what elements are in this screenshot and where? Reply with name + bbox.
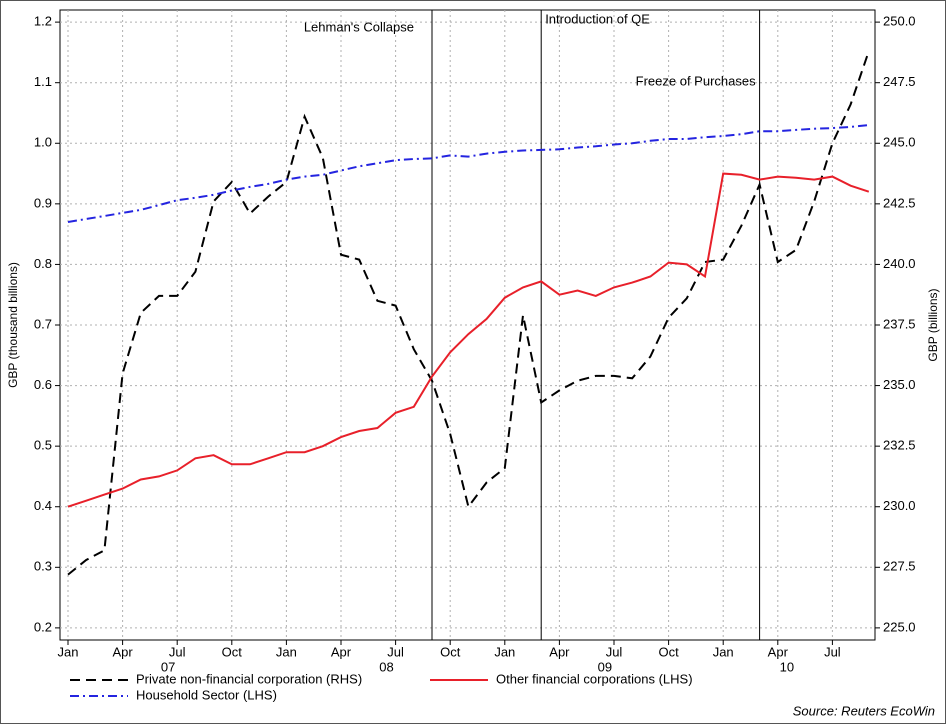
series-line	[67, 172, 870, 508]
y-tick-label: 0.4	[34, 498, 52, 513]
x-tick-label: Jan	[713, 644, 734, 659]
y-tick-label: 0.6	[34, 377, 52, 392]
y-tick-label: 0.9	[34, 195, 52, 210]
year-label: 09	[598, 659, 612, 674]
y2-tick-label: 232.5	[883, 438, 916, 453]
y2-tick-label: 227.5	[883, 559, 916, 574]
y-tick-label: 1.0	[34, 135, 52, 150]
legend-label: Household Sector (LHS)	[136, 687, 277, 702]
source: Source: Reuters EcoWin	[793, 703, 935, 718]
y-tick-label: 0.7	[34, 316, 52, 331]
x-tick-label: Apr	[768, 644, 789, 659]
x-tick-label: Oct	[440, 644, 461, 659]
x-tick-label: Apr	[549, 644, 570, 659]
x-tick-label: Jan	[494, 644, 515, 659]
y2-tick-label: 242.5	[883, 195, 916, 210]
y-tick-label: 1.2	[34, 14, 52, 29]
year-label: 08	[379, 659, 393, 674]
y2-tick-label: 225.0	[883, 619, 916, 634]
y-tick-label: 0.5	[34, 438, 52, 453]
x-tick-label: Apr	[331, 644, 352, 659]
legend-label: Other financial corporations (LHS)	[496, 671, 693, 686]
x-tick-label: Apr	[112, 644, 133, 659]
y2-tick-label: 245.0	[883, 135, 916, 150]
y2-tick-label: 247.5	[883, 74, 916, 89]
y2-tick-label: 237.5	[883, 316, 916, 331]
y2-axis-label: GBP (billions)	[926, 288, 940, 361]
y2-tick-label: 250.0	[883, 14, 916, 29]
y2-tick-label: 235.0	[883, 377, 916, 392]
y2-tick-label: 230.0	[883, 498, 916, 513]
y2-tick-label: 240.0	[883, 256, 916, 271]
year-label: 07	[161, 659, 175, 674]
y-axis-label: GBP (thousand billions)	[6, 262, 20, 388]
x-tick-label: Jul	[169, 644, 186, 659]
legend-label: Private non-financial corporation (RHS)	[136, 671, 362, 686]
x-tick-label: Jul	[824, 644, 841, 659]
y-tick-label: 0.2	[34, 619, 52, 634]
series-line	[67, 124, 869, 223]
x-tick-label: Jan	[58, 644, 79, 659]
y-tick-label: 0.8	[34, 256, 52, 271]
x-tick-label: Jul	[387, 644, 404, 659]
y-tick-label: 0.3	[34, 559, 52, 574]
year-label: 10	[780, 659, 794, 674]
event-label: Introduction of QE	[545, 11, 650, 26]
x-tick-label: Jul	[606, 644, 623, 659]
y-tick-label: 1.1	[34, 74, 52, 89]
event-label: Lehman's Collapse	[304, 19, 414, 34]
event-label: Freeze of Purchases	[636, 73, 756, 88]
x-tick-label: Oct	[658, 644, 679, 659]
x-tick-label: Jan	[276, 644, 297, 659]
x-tick-label: Oct	[222, 644, 243, 659]
